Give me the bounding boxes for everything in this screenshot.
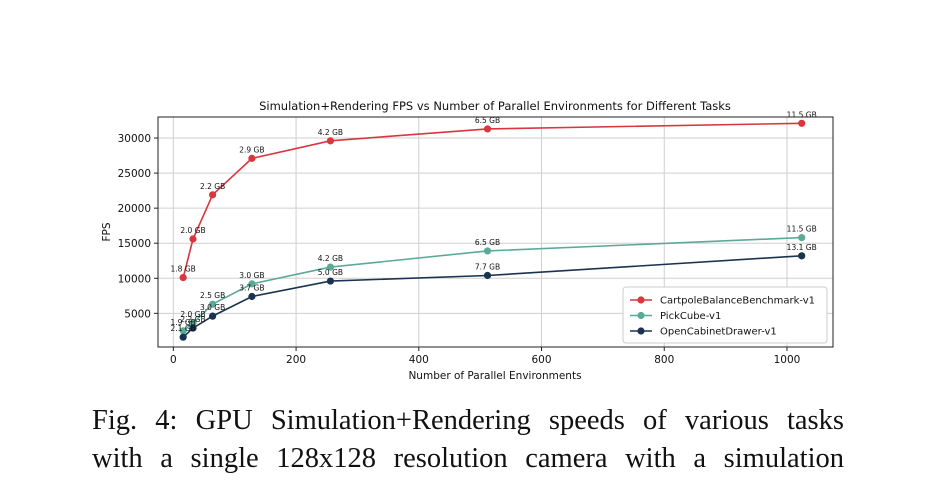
data-point xyxy=(483,271,492,280)
x-ticks: 0 200 400 600 800 1000 xyxy=(170,347,800,366)
data-label: 1.9 GB xyxy=(171,318,196,327)
data-point xyxy=(248,154,256,162)
fps-chart: Simulation+Rendering FPS vs Number of Pa… xyxy=(101,99,834,382)
data-label: 4.2 GB xyxy=(318,128,343,137)
y-axis-label: FPS xyxy=(101,222,113,241)
x-axis-label: Number of Parallel Environments xyxy=(408,370,581,382)
data-point xyxy=(179,273,187,282)
data-label: 2.0 GB xyxy=(180,310,205,319)
data-point xyxy=(179,327,187,335)
data-label: 6.5 GB xyxy=(475,238,500,247)
data-point xyxy=(189,324,197,332)
legend-label: CartpoleBalanceBenchmark-v1 xyxy=(660,296,815,307)
data-label: 3.0 GB xyxy=(200,303,225,312)
plot-frame xyxy=(157,116,834,348)
legend-marker xyxy=(637,296,645,304)
data-label: 2.1 GB xyxy=(171,324,196,333)
x-tick-label: 200 xyxy=(286,354,306,366)
y-ticks: 5000 10000 15000 20000 25000 30000 xyxy=(118,133,158,320)
legend-label: PickCube-v1 xyxy=(660,311,721,322)
x-tick-label: 400 xyxy=(409,354,429,366)
data-label: 5.0 GB xyxy=(318,268,343,277)
series-points xyxy=(179,119,806,341)
legend: CartpoleBalanceBenchmark-v1 PickCube-v1 Op… xyxy=(622,286,828,344)
data-point xyxy=(483,125,492,133)
y-tick-label: 10000 xyxy=(118,273,151,285)
data-label: 11.5 GB xyxy=(787,225,817,234)
data-label: 4.2 GB xyxy=(318,254,343,263)
data-label: 2.2 GB xyxy=(180,315,205,324)
data-point xyxy=(248,292,256,301)
point-labels: 1.8 GB2.0 GB2.2 GB2.9 GB4.2 GB6.5 GB11.5… xyxy=(171,110,817,333)
data-label: 2.5 GB xyxy=(200,291,225,300)
data-point xyxy=(798,234,806,242)
data-point xyxy=(248,280,256,288)
data-point xyxy=(209,300,217,308)
data-label: 2.0 GB xyxy=(180,226,205,235)
x-tick-label: 600 xyxy=(531,354,551,366)
chart-title: Simulation+Rendering FPS vs Number of Pa… xyxy=(259,99,731,113)
legend-marker xyxy=(637,327,645,335)
data-point xyxy=(189,235,197,243)
caption-line-1: Fig. 4: GPU Simulation+Rendering speeds … xyxy=(92,405,844,436)
data-point xyxy=(209,312,217,320)
legend-marker xyxy=(637,311,645,320)
data-point xyxy=(326,137,335,145)
data-point xyxy=(798,252,806,260)
data-label: 6.5 GB xyxy=(475,116,500,125)
data-label: 1.8 GB xyxy=(171,265,196,274)
data-point xyxy=(326,263,335,271)
data-point xyxy=(798,119,806,127)
data-label: 7.7 GB xyxy=(475,262,500,271)
x-tick-label: 0 xyxy=(170,354,177,366)
data-point xyxy=(179,333,187,341)
figure-caption: Fig. 4: GPU Simulation+Rendering speeds … xyxy=(92,402,844,478)
data-label: 11.5 GB xyxy=(787,110,817,119)
legend-box xyxy=(622,286,828,344)
legend-label: OpenCabinetDrawer-v1 xyxy=(660,327,777,338)
data-label: 2.2 GB xyxy=(200,182,225,191)
x-tick-label: 800 xyxy=(654,354,674,366)
x-tick-label: 1000 xyxy=(774,354,801,366)
data-label: 3.7 GB xyxy=(239,284,264,293)
data-label: 13.1 GB xyxy=(787,243,817,252)
data-label: 3.0 GB xyxy=(239,271,264,280)
y-tick-label: 25000 xyxy=(118,168,151,180)
data-point xyxy=(326,277,335,285)
data-point xyxy=(483,247,492,255)
data-label: 2.9 GB xyxy=(239,145,264,154)
data-point xyxy=(209,191,217,199)
caption-line-2: with a single 128x128 resolution camera … xyxy=(92,443,844,474)
y-tick-label: 30000 xyxy=(118,133,151,145)
y-tick-label: 5000 xyxy=(124,308,151,320)
y-tick-label: 15000 xyxy=(118,238,151,250)
y-tick-label: 20000 xyxy=(118,203,151,215)
